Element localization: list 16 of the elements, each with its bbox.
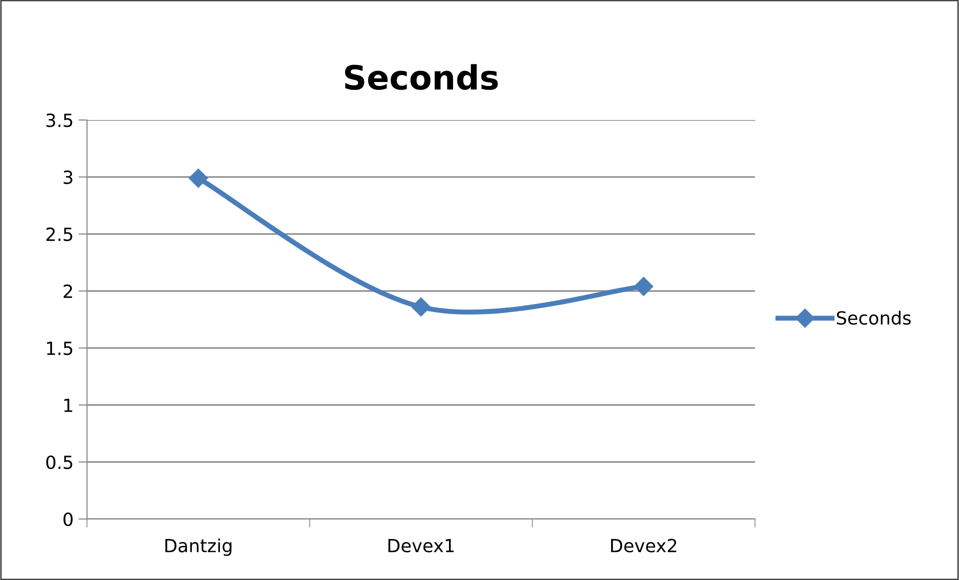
y-tick-label: 1.5	[47, 342, 72, 356]
chart-title: Seconds	[345, 64, 498, 90]
point	[411, 297, 431, 316]
y-tick-label: 3.5	[46, 113, 72, 128]
x-tick-label: Devex1	[388, 539, 454, 552]
y-tick-label: 3	[64, 170, 72, 184]
x-tick-label: Devex2	[611, 538, 676, 552]
y-tick-label: 1	[64, 398, 72, 412]
point	[188, 168, 208, 188]
y-tick-label: 2	[64, 284, 72, 298]
y-tick-label: 0.5	[46, 455, 72, 470]
y-tick-label: 0	[64, 512, 73, 526]
point	[634, 276, 654, 296]
y-tick-label: 2.5	[46, 227, 72, 242]
legend-label: Seconds	[836, 310, 911, 325]
x-tick-label: Dantzig	[165, 538, 232, 556]
